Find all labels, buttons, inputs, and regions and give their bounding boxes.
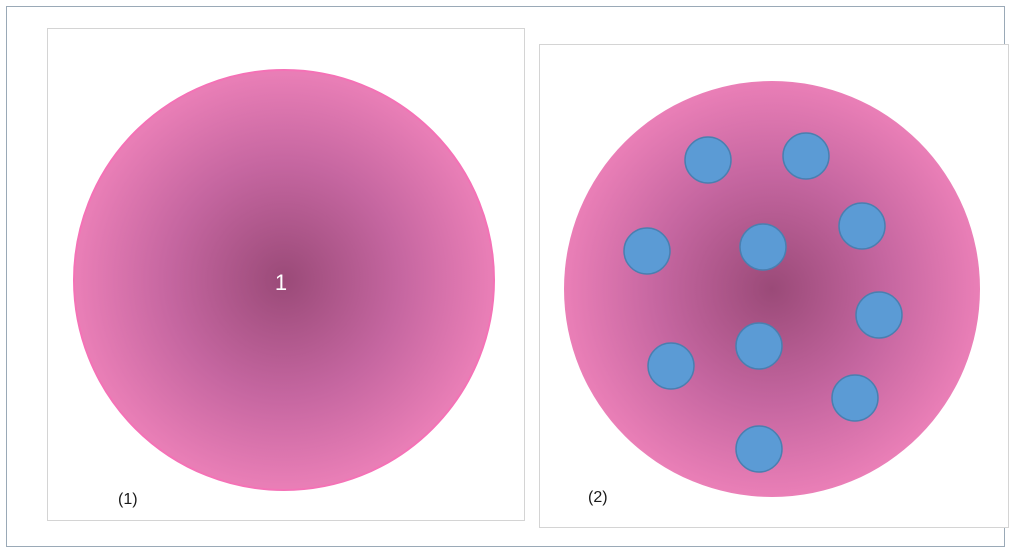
- blue-dot: [623, 227, 671, 275]
- blue-dot: [735, 425, 783, 473]
- blue-dot: [735, 322, 783, 370]
- large-disc: [73, 69, 495, 491]
- blue-dot: [838, 202, 886, 250]
- panel-2-canvas: [564, 81, 980, 497]
- panel-1-canvas: 1: [73, 69, 495, 491]
- blue-dot: [782, 132, 830, 180]
- panel-multiple-dots: (2): [539, 44, 1009, 528]
- blue-dot: [684, 136, 732, 184]
- center-number: 1: [275, 270, 287, 295]
- blue-dot: [831, 374, 879, 422]
- blue-dot: [739, 223, 787, 271]
- panel-label-1: (1): [118, 491, 138, 508]
- blue-dot: [855, 291, 903, 339]
- figure-frame: 1 (1): [6, 6, 1009, 547]
- blue-dot: [647, 342, 695, 390]
- panel-single-nucleus: 1 (1): [47, 28, 525, 521]
- panel-label-2: (2): [588, 489, 608, 506]
- blue-dots: [623, 132, 903, 473]
